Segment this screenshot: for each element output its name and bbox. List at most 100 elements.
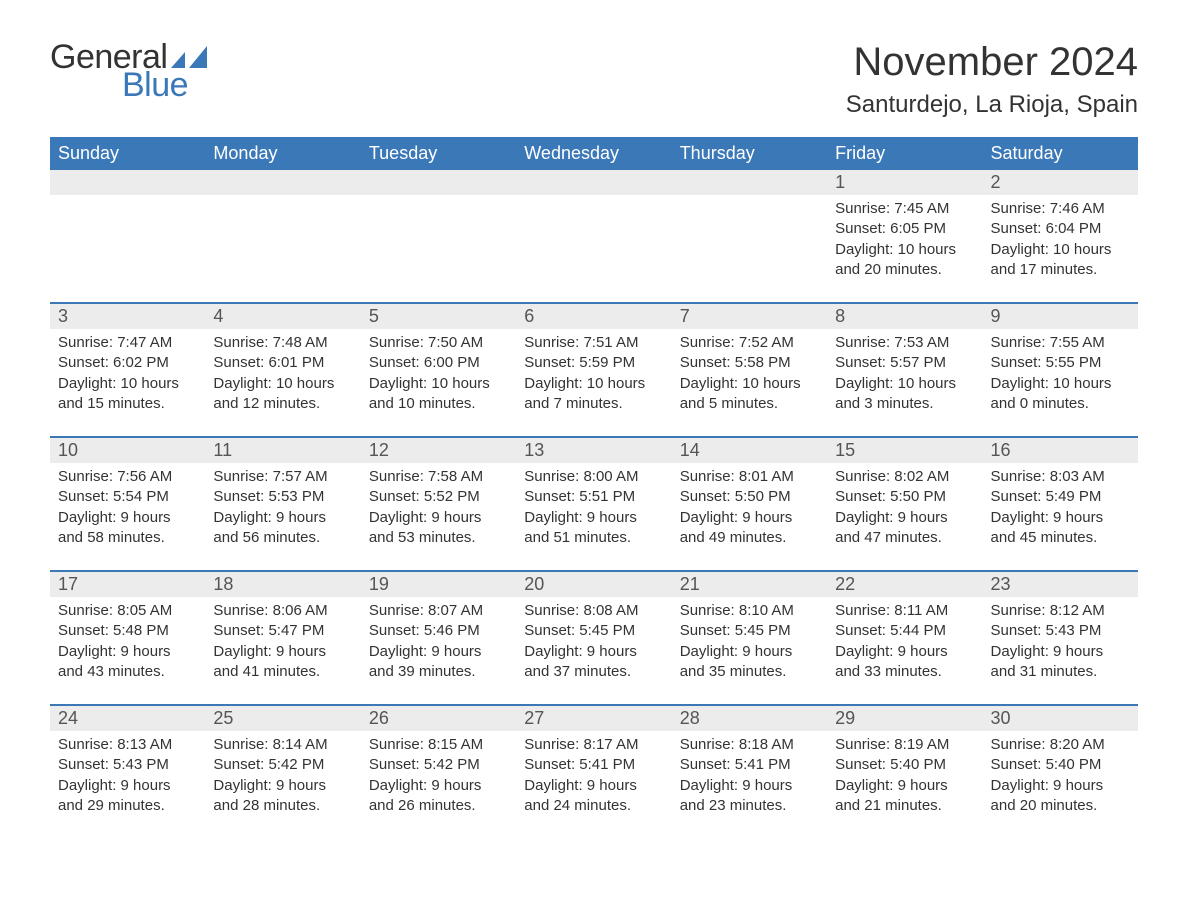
day-number-cell: 7	[672, 304, 827, 329]
daylight-line: Daylight: 9 hours and 20 minutes.	[991, 776, 1130, 817]
day-detail-cell: Sunrise: 8:01 AMSunset: 5:50 PMDaylight:…	[672, 463, 827, 570]
day-number-cell	[672, 170, 827, 195]
sunrise-line: Sunrise: 8:19 AM	[835, 735, 974, 755]
day-number-cell: 23	[983, 572, 1138, 597]
sunrise-line: Sunrise: 7:53 AM	[835, 333, 974, 353]
daylight-line: Daylight: 10 hours and 5 minutes.	[680, 374, 819, 415]
sunset-line: Sunset: 5:42 PM	[213, 755, 352, 775]
daylight-line: Daylight: 10 hours and 10 minutes.	[369, 374, 508, 415]
day-number-cell: 11	[205, 438, 360, 463]
day-detail-cell: Sunrise: 8:08 AMSunset: 5:45 PMDaylight:…	[516, 597, 671, 704]
dayname-monday: Monday	[205, 137, 360, 170]
day-detail-cell: Sunrise: 7:52 AMSunset: 5:58 PMDaylight:…	[672, 329, 827, 436]
sunrise-line: Sunrise: 8:08 AM	[524, 601, 663, 621]
day-detail-cell: Sunrise: 7:48 AMSunset: 6:01 PMDaylight:…	[205, 329, 360, 436]
sunrise-line: Sunrise: 7:52 AM	[680, 333, 819, 353]
daylight-line: Daylight: 10 hours and 12 minutes.	[213, 374, 352, 415]
sunrise-line: Sunrise: 7:48 AM	[213, 333, 352, 353]
sunset-line: Sunset: 5:59 PM	[524, 353, 663, 373]
day-detail-cell: Sunrise: 8:15 AMSunset: 5:42 PMDaylight:…	[361, 731, 516, 838]
sunrise-line: Sunrise: 8:10 AM	[680, 601, 819, 621]
day-number-cell: 29	[827, 706, 982, 731]
dayname-saturday: Saturday	[983, 137, 1138, 170]
daylight-line: Daylight: 9 hours and 49 minutes.	[680, 508, 819, 549]
daylight-line: Daylight: 9 hours and 45 minutes.	[991, 508, 1130, 549]
sunrise-line: Sunrise: 8:05 AM	[58, 601, 197, 621]
day-number-cell	[516, 170, 671, 195]
daylight-line: Daylight: 9 hours and 41 minutes.	[213, 642, 352, 683]
dayname-thursday: Thursday	[672, 137, 827, 170]
sunset-line: Sunset: 6:05 PM	[835, 219, 974, 239]
sunset-line: Sunset: 5:41 PM	[680, 755, 819, 775]
dayname-wednesday: Wednesday	[516, 137, 671, 170]
daylight-line: Daylight: 9 hours and 37 minutes.	[524, 642, 663, 683]
day-number-cell: 4	[205, 304, 360, 329]
dayname-tuesday: Tuesday	[361, 137, 516, 170]
day-number-cell: 3	[50, 304, 205, 329]
header: General Blue November 2024 Santurdejo, L…	[50, 40, 1138, 119]
sunrise-line: Sunrise: 8:01 AM	[680, 467, 819, 487]
day-number-cell: 19	[361, 572, 516, 597]
sunset-line: Sunset: 5:57 PM	[835, 353, 974, 373]
calendar-table: Sunday Monday Tuesday Wednesday Thursday…	[50, 137, 1138, 838]
sunset-line: Sunset: 5:41 PM	[524, 755, 663, 775]
daynum-row: 17181920212223	[50, 572, 1138, 597]
day-number-cell: 24	[50, 706, 205, 731]
sunrise-line: Sunrise: 7:47 AM	[58, 333, 197, 353]
sunrise-line: Sunrise: 7:55 AM	[991, 333, 1130, 353]
sunset-line: Sunset: 5:52 PM	[369, 487, 508, 507]
daynum-row: 12	[50, 170, 1138, 195]
sunset-line: Sunset: 6:04 PM	[991, 219, 1130, 239]
sunrise-line: Sunrise: 7:50 AM	[369, 333, 508, 353]
day-number-cell: 14	[672, 438, 827, 463]
day-detail-cell: Sunrise: 8:00 AMSunset: 5:51 PMDaylight:…	[516, 463, 671, 570]
daylight-line: Daylight: 9 hours and 51 minutes.	[524, 508, 663, 549]
daylight-line: Daylight: 9 hours and 28 minutes.	[213, 776, 352, 817]
day-names-row: Sunday Monday Tuesday Wednesday Thursday…	[50, 137, 1138, 170]
detail-row: Sunrise: 7:47 AMSunset: 6:02 PM Daylight:…	[50, 329, 1138, 436]
sunset-line: Sunset: 5:47 PM	[213, 621, 352, 641]
sunset-line: Sunset: 5:46 PM	[369, 621, 508, 641]
sunrise-line: Sunrise: 8:14 AM	[213, 735, 352, 755]
detail-row: Sunrise: 8:13 AMSunset: 5:43 PMDaylight:…	[50, 731, 1138, 838]
day-number-cell: 1	[827, 170, 982, 195]
day-detail-cell: Sunrise: 8:19 AMSunset: 5:40 PMDaylight:…	[827, 731, 982, 838]
sunrise-line: Sunrise: 7:51 AM	[524, 333, 663, 353]
day-detail-cell: Sunrise: 8:17 AMSunset: 5:41 PMDaylight:…	[516, 731, 671, 838]
detail-row: Sunrise: 7:56 AMSunset: 5:54 PMDaylight:…	[50, 463, 1138, 570]
sunrise-line: Sunrise: 8:13 AM	[58, 735, 197, 755]
day-detail-cell: Sunrise: 7:53 AMSunset: 5:57 PMDaylight:…	[827, 329, 982, 436]
sunset-line: Sunset: 6:01 PM	[213, 353, 352, 373]
daylight-line: Daylight: 9 hours and 26 minutes.	[369, 776, 508, 817]
sunset-line: Sunset: 5:43 PM	[991, 621, 1130, 641]
sunset-line: Sunset: 6:02 PM	[58, 353, 197, 373]
sunrise-line: Sunrise: 8:07 AM	[369, 601, 508, 621]
sunset-line: Sunset: 5:51 PM	[524, 487, 663, 507]
day-detail-cell: Sunrise: 8:14 AMSunset: 5:42 PMDaylight:…	[205, 731, 360, 838]
day-detail-cell	[205, 195, 360, 302]
day-detail-cell: Sunrise: 8:03 AMSunset: 5:49 PMDaylight:…	[983, 463, 1138, 570]
daylight-line: Daylight: 10 hours and 7 minutes.	[524, 374, 663, 415]
daylight-line: Daylight: 9 hours and 56 minutes.	[213, 508, 352, 549]
daylight-line: Daylight: 9 hours and 23 minutes.	[680, 776, 819, 817]
sunset-line: Sunset: 5:40 PM	[835, 755, 974, 775]
detail-row: Sunrise: 8:05 AMSunset: 5:48 PMDaylight:…	[50, 597, 1138, 704]
daynum-row: 10111213141516	[50, 438, 1138, 463]
page-title: November 2024	[846, 40, 1138, 85]
day-number-cell: 17	[50, 572, 205, 597]
day-number-cell: 25	[205, 706, 360, 731]
sunset-line: Sunset: 5:45 PM	[680, 621, 819, 641]
sunrise-line: Sunrise: 8:03 AM	[991, 467, 1130, 487]
day-detail-cell: Sunrise: 8:05 AMSunset: 5:48 PMDaylight:…	[50, 597, 205, 704]
day-detail-cell: Sunrise: 7:58 AMSunset: 5:52 PMDaylight:…	[361, 463, 516, 570]
day-detail-cell: Sunrise: 7:55 AMSunset: 5:55 PMDaylight:…	[983, 329, 1138, 436]
daylight-line: Daylight: 9 hours and 53 minutes.	[369, 508, 508, 549]
day-detail-cell: Sunrise: 7:56 AMSunset: 5:54 PMDaylight:…	[50, 463, 205, 570]
daylight-line: Daylight: 10 hours and 20 minutes.	[835, 240, 974, 281]
daylight-line: Daylight: 9 hours and 35 minutes.	[680, 642, 819, 683]
logo-sail-icon	[171, 46, 207, 68]
day-number-cell: 27	[516, 706, 671, 731]
location: Santurdejo, La Rioja, Spain	[846, 91, 1138, 119]
daylight-line: Daylight: 9 hours and 24 minutes.	[524, 776, 663, 817]
day-detail-cell	[361, 195, 516, 302]
